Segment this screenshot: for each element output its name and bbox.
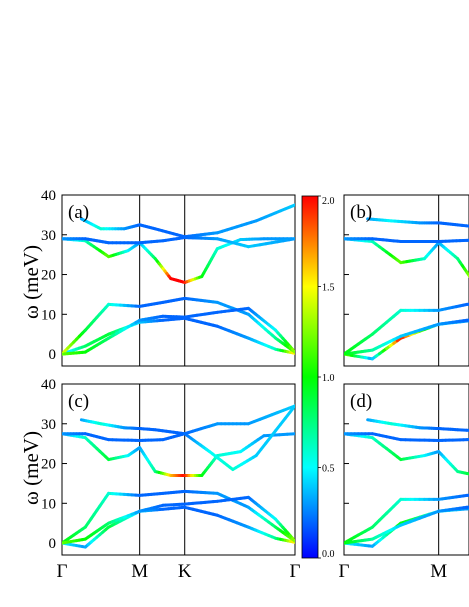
panel-d: (d): [343, 383, 469, 556]
branch-6: [79, 404, 295, 471]
branch-5: [62, 236, 295, 249]
dispersion-branches: [62, 203, 295, 356]
panel-label: (b): [350, 202, 372, 223]
branch-6: [366, 418, 469, 432]
panel-label: (a): [68, 202, 89, 223]
y-tick-label: 30: [41, 417, 56, 433]
colorbar-tick-label: 0.5: [322, 464, 335, 475]
x-tick-label: M: [430, 561, 447, 582]
branch-2: [344, 302, 469, 356]
x-tick-label: M: [131, 561, 148, 582]
colorbar-tick-label: 2.0: [322, 196, 335, 207]
panel-label: (d): [350, 391, 372, 412]
panel-label: (c): [68, 391, 89, 412]
plot-frame: [61, 383, 296, 556]
branch-segment: [287, 237, 295, 242]
y-axis-label-top: ω (meV): [19, 245, 43, 319]
plot-frame: [61, 194, 296, 367]
plot-frame: [343, 194, 469, 367]
branch-6: [79, 203, 295, 239]
dispersion-branches: [344, 418, 469, 548]
branch-2: [62, 296, 295, 356]
branch-4: [344, 237, 469, 279]
branch-2: [62, 489, 295, 545]
y-tick-label: 20: [41, 268, 56, 284]
y-tick-label: 0: [49, 347, 57, 363]
branch-5: [344, 237, 469, 244]
branch-2: [344, 493, 469, 545]
colorbar: 2.0 1.5 1.0 0.5 0.0: [301, 195, 335, 560]
colorbar-tick-label: 1.0: [322, 373, 335, 384]
colorbar-gradient: [301, 195, 319, 559]
branch-segment: [291, 347, 295, 354]
branch-5: [344, 432, 469, 442]
colorbar-ticks: 2.0 1.5 1.0 0.5 0.0: [318, 195, 335, 560]
panel-b: (b): [343, 194, 469, 367]
branch-1: [62, 505, 295, 549]
branch-6: [366, 217, 469, 228]
y-tick-label: 40: [41, 377, 56, 393]
branch-3: [62, 495, 295, 545]
y-tick-label: 10: [41, 496, 56, 512]
branch-segment: [288, 203, 295, 209]
x-tick-label: K: [178, 561, 192, 582]
branch-3: [344, 318, 469, 356]
y-axis-label-bottom: ω (meV): [19, 431, 43, 505]
x-tick-label: Γ: [57, 561, 68, 582]
colorbar-tick-label: 0.0: [322, 549, 335, 560]
branch-segment: [291, 536, 295, 543]
branch-segment: [288, 404, 295, 414]
y-tick-label: 20: [41, 457, 56, 473]
branch-4: [62, 432, 295, 477]
y-tick-label: 40: [41, 188, 56, 204]
y-tick-label: 30: [41, 228, 56, 244]
colorbar-tick-label: 1.5: [322, 283, 335, 294]
branch-segment: [465, 271, 469, 278]
dispersion-branches: [62, 404, 295, 549]
panel-c: 0 10 20 30 40 (c): [41, 377, 296, 556]
panel-a: 0 10 20 30 40 (a): [41, 188, 296, 367]
plot-frame: [343, 383, 469, 556]
x-tick-label: Γ: [290, 561, 301, 582]
x-tick-label: Γ: [339, 561, 350, 582]
y-tick-label: 10: [41, 307, 56, 323]
branch-3: [62, 306, 295, 356]
branch-3: [344, 505, 469, 545]
branch-1: [62, 316, 295, 356]
y-tick-label: 0: [49, 536, 57, 552]
dispersion-branches: [344, 217, 469, 361]
